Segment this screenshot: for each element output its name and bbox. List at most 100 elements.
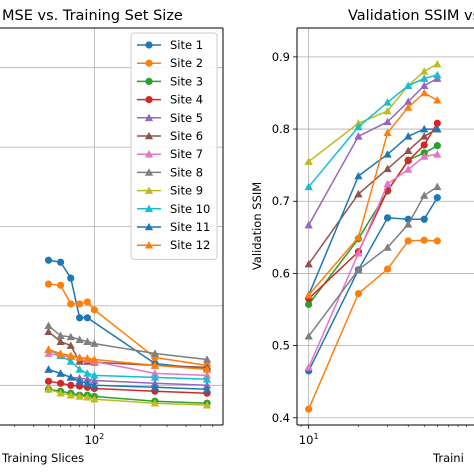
mse-data-point (44, 327, 53, 336)
legend-entry: Site 1 (137, 38, 203, 52)
ssim-data-point (404, 157, 412, 165)
ssim-data-point (304, 290, 313, 299)
ssim-data-point (404, 146, 413, 155)
mse-data-point (75, 335, 84, 343)
legend-frame (130, 32, 218, 260)
mse-data-point (44, 385, 53, 393)
mse-data-point (83, 314, 91, 322)
mse-data-point (75, 392, 84, 400)
mse-x-tick-label: 102 (84, 432, 104, 447)
ssim-data-point (354, 290, 363, 298)
mse-data-point (66, 357, 75, 365)
mse-data-point (44, 365, 53, 373)
mse-data-point (202, 375, 212, 383)
ssim-ticks: 101 0.4 0.5 0.6 0.7 0.8 0.9 (272, 50, 467, 447)
ssim-series-12 (304, 88, 442, 299)
mse-data-point (83, 379, 92, 387)
ssim-series-1 (305, 194, 441, 375)
ssim-data-point (433, 142, 441, 150)
mse-panel: MSE vs. Training Set Size 102 Training S… (0, 8, 224, 465)
legend-marker (144, 168, 154, 176)
ssim-data-point (304, 332, 313, 340)
legend-entry: Site 11 (137, 220, 210, 234)
ssim-data-point (433, 194, 441, 202)
ssim-data-point (420, 67, 429, 75)
ssim-y-tick-label: 0.6 (272, 266, 290, 280)
mse-data-point (150, 373, 160, 381)
legend-marker (145, 77, 153, 85)
mse-data-point (56, 379, 65, 387)
ssim-data-point (433, 150, 442, 158)
mse-data-point (66, 351, 75, 359)
ssim-data-point (304, 220, 313, 229)
legend-marker (144, 241, 154, 249)
mse-data-point (202, 385, 212, 393)
legend-label: Site 12 (170, 238, 210, 252)
mse-data-point (83, 298, 91, 306)
ssim-series-line (308, 186, 438, 337)
ssim-data-point (420, 236, 428, 244)
mse-data-point (44, 349, 53, 357)
ssim-data-point (433, 119, 441, 127)
ssim-grid (297, 28, 474, 425)
mse-series-9 (44, 385, 212, 409)
legend-marker (144, 113, 154, 122)
mse-x-axis-label: Training Slices (1, 451, 84, 465)
ssim-series-line (308, 92, 438, 296)
ssim-x-axis-label: Traini (432, 451, 464, 465)
ssim-series-line (308, 77, 438, 226)
legend-label: Site 5 (170, 111, 203, 125)
ssim-data-point (383, 128, 392, 136)
ssim-data-point (420, 141, 428, 149)
ssim-data-point (420, 88, 429, 97)
ssim-data-point (404, 97, 413, 105)
mse-data-point (56, 349, 65, 357)
ssim-data-point (404, 132, 413, 140)
mse-data-point (66, 373, 75, 381)
mse-data-point (150, 383, 160, 391)
mse-data-point (67, 274, 75, 282)
legend-entry: Site 8 (137, 165, 203, 179)
mse-chart-title: MSE vs. Training Set Size (2, 8, 183, 24)
mse-data-point (202, 401, 212, 409)
legend-marker (144, 150, 154, 158)
ssim-panel: Validation SSIM vs 101 0.4 0.5 0.6 0.7 0.8 0.9… (250, 8, 474, 465)
ssim-data-point (420, 132, 429, 140)
ssim-data-point (383, 179, 392, 188)
mse-data-point (83, 354, 92, 362)
mse-data-point (44, 321, 53, 330)
mse-data-point (44, 256, 53, 264)
legend-label: Site 6 (170, 129, 203, 143)
mse-data-point (90, 355, 99, 363)
mse-data-point (83, 393, 92, 401)
ssim-y-tick-label: 0.8 (272, 122, 290, 136)
legend-marker (145, 96, 153, 104)
ssim-data-point (433, 59, 442, 68)
mse-x-ticks: 102 (14, 425, 214, 447)
legend-marker (145, 59, 153, 67)
legend-entry: Site 10 (137, 202, 210, 216)
ssim-data-point (354, 189, 363, 198)
ssim-series-10 (304, 70, 442, 191)
ssim-series-2 (305, 236, 441, 413)
legend-marker (145, 41, 153, 49)
ssim-data-point (354, 249, 363, 257)
ssim-data-point (420, 191, 429, 199)
ssim-data-point (404, 81, 413, 90)
ssim-data-point (304, 363, 313, 371)
mse-data-point (150, 361, 160, 369)
mse-data-point (75, 357, 84, 365)
mse-data-point (44, 377, 53, 385)
legend-marker (144, 222, 154, 231)
ssim-data-point (420, 215, 428, 223)
legend-label: Site 7 (170, 147, 203, 161)
mse-data-point (202, 381, 212, 389)
ssim-series-8 (304, 182, 442, 340)
mse-data-point (67, 381, 75, 389)
mse-data-point (56, 337, 65, 345)
mse-data-point (66, 341, 75, 349)
ssim-chart-title: Validation SSIM vs (348, 8, 474, 24)
ssim-series-layer (304, 59, 442, 413)
mse-data-point (66, 332, 75, 341)
mse-series-layer (44, 256, 212, 409)
